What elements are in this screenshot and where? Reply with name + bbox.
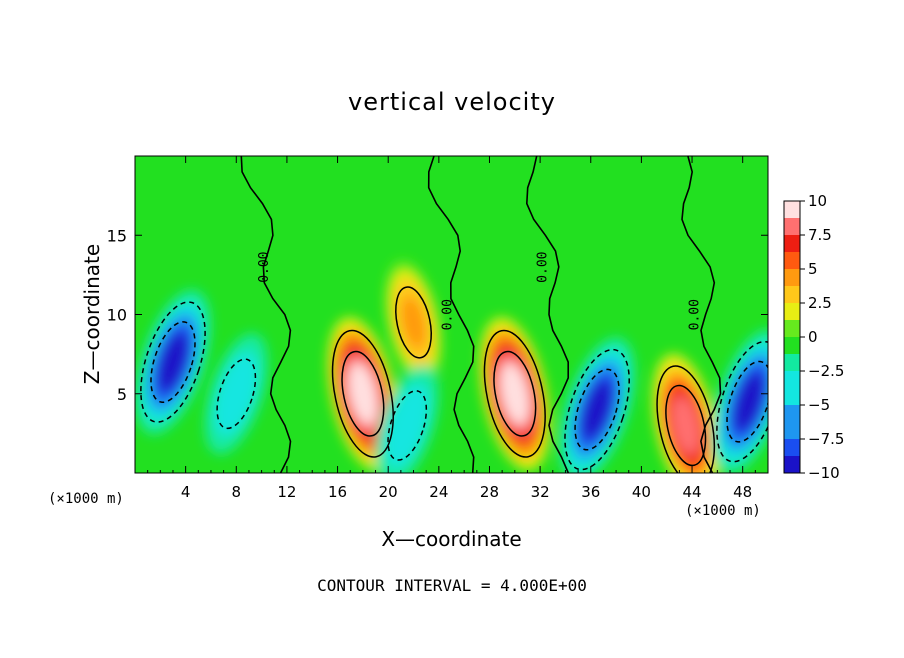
zero-contour-3 xyxy=(681,156,722,473)
contour-ring-8-1 xyxy=(387,390,428,461)
field-blob-4-4 xyxy=(157,332,189,392)
x-tick-label-8: 36 xyxy=(581,483,600,501)
colorbar-label-7: −7.5 xyxy=(808,430,844,448)
colorbar-swatch-8 xyxy=(784,337,800,355)
colorbar-swatch-4 xyxy=(784,269,800,287)
x-tick-label-9: 40 xyxy=(632,483,651,501)
colorbar-swatch-9 xyxy=(784,354,800,372)
contour-ring-0-0 xyxy=(331,329,394,458)
y-tick-label-1: 10 xyxy=(107,306,127,325)
y-tick-label-0: 5 xyxy=(117,385,127,404)
x-tick-label-11: 48 xyxy=(733,483,752,501)
contour-ring-0-1 xyxy=(341,350,385,437)
x-tick-label-2: 12 xyxy=(277,483,296,501)
contour-interval-note: CONTOUR INTERVAL = 4.000E+00 xyxy=(317,576,587,595)
zero-contour-0 xyxy=(240,156,292,473)
contour-label-3: 0.00 xyxy=(687,299,702,330)
x-tick-label-6: 28 xyxy=(480,483,499,501)
field-blob-3-4 xyxy=(400,296,427,349)
colorbar-swatch-2 xyxy=(784,235,800,253)
field-blob-2-4 xyxy=(671,395,700,456)
colorbar-swatch-7 xyxy=(784,320,800,338)
colorbar-swatch-11 xyxy=(784,388,800,406)
colorbar-label-5: −2.5 xyxy=(808,362,844,380)
x-tick-label-5: 24 xyxy=(429,483,448,501)
y-axis-label: Z—coordinate xyxy=(80,243,104,385)
x-tick-label-1: 8 xyxy=(232,483,242,501)
colorbar-swatch-6 xyxy=(784,303,800,321)
colorbar-label-0: 10 xyxy=(808,192,827,210)
colorbar-swatch-13 xyxy=(784,422,800,440)
colorbar-label-3: 2.5 xyxy=(808,294,832,312)
contour-ring-4-0 xyxy=(140,301,206,423)
x-tick-label-3: 16 xyxy=(328,483,347,501)
contour-ring-4-1 xyxy=(150,321,196,403)
x-tick-label-0: 4 xyxy=(181,483,191,501)
contour-ring-1-1 xyxy=(493,350,537,437)
contour-ring-5-0 xyxy=(564,348,630,471)
colorbar-swatch-10 xyxy=(784,371,800,389)
x-tick-label-4: 20 xyxy=(379,483,398,501)
contour-ring-3-1 xyxy=(395,286,432,359)
contour-ring-1-0 xyxy=(483,329,546,458)
contour-label-1: 0.00 xyxy=(441,299,456,330)
colorbar-swatch-3 xyxy=(784,252,800,270)
contour-label-0: 0.00 xyxy=(257,251,272,282)
colorbar-swatch-15 xyxy=(784,456,800,474)
colorbar-swatch-0 xyxy=(784,201,800,219)
field-blob-8-4 xyxy=(393,399,421,452)
field-blob-5-4 xyxy=(581,379,613,440)
colorbar-swatch-1 xyxy=(784,218,800,236)
contour-ring-2-0 xyxy=(656,365,716,473)
colorbar-label-6: −5 xyxy=(808,396,830,414)
colorbar-label-2: 5 xyxy=(808,260,818,278)
chart-title: vertical velocity xyxy=(348,88,556,116)
contour-ring-6-0 xyxy=(716,340,768,463)
contour-ring-7-1 xyxy=(216,358,257,430)
x-tick-label-7: 32 xyxy=(531,483,550,501)
x-tick-label-10: 44 xyxy=(682,483,701,501)
colorbar-swatch-12 xyxy=(784,405,800,423)
colorbar-label-8: −10 xyxy=(808,464,840,482)
x-unit-label-left: (×1000 m) xyxy=(48,491,124,507)
x-axis-label: X—coordinate xyxy=(381,527,522,551)
colorbar-label-4: 0 xyxy=(808,328,818,346)
colorbar-label-1: 7.5 xyxy=(808,226,832,244)
colorbar-swatch-14 xyxy=(784,439,800,457)
zero-contour-1 xyxy=(427,156,475,473)
contour-label-2: 0.00 xyxy=(535,251,550,282)
contour-ring-2-1 xyxy=(665,384,707,467)
colorbar-swatch-5 xyxy=(784,286,800,304)
contour-ring-6-1 xyxy=(726,360,768,443)
x-unit-label-right: (×1000 m) xyxy=(685,503,761,519)
field-blob-1-4 xyxy=(500,362,530,425)
contour-ring-5-1 xyxy=(574,368,620,451)
field-blob-7-4 xyxy=(222,368,250,420)
y-tick-label-2: 15 xyxy=(107,226,127,245)
zero-contour-2 xyxy=(525,156,570,473)
field-blob-0-4 xyxy=(348,362,378,425)
field-blob-6-4 xyxy=(733,371,765,432)
